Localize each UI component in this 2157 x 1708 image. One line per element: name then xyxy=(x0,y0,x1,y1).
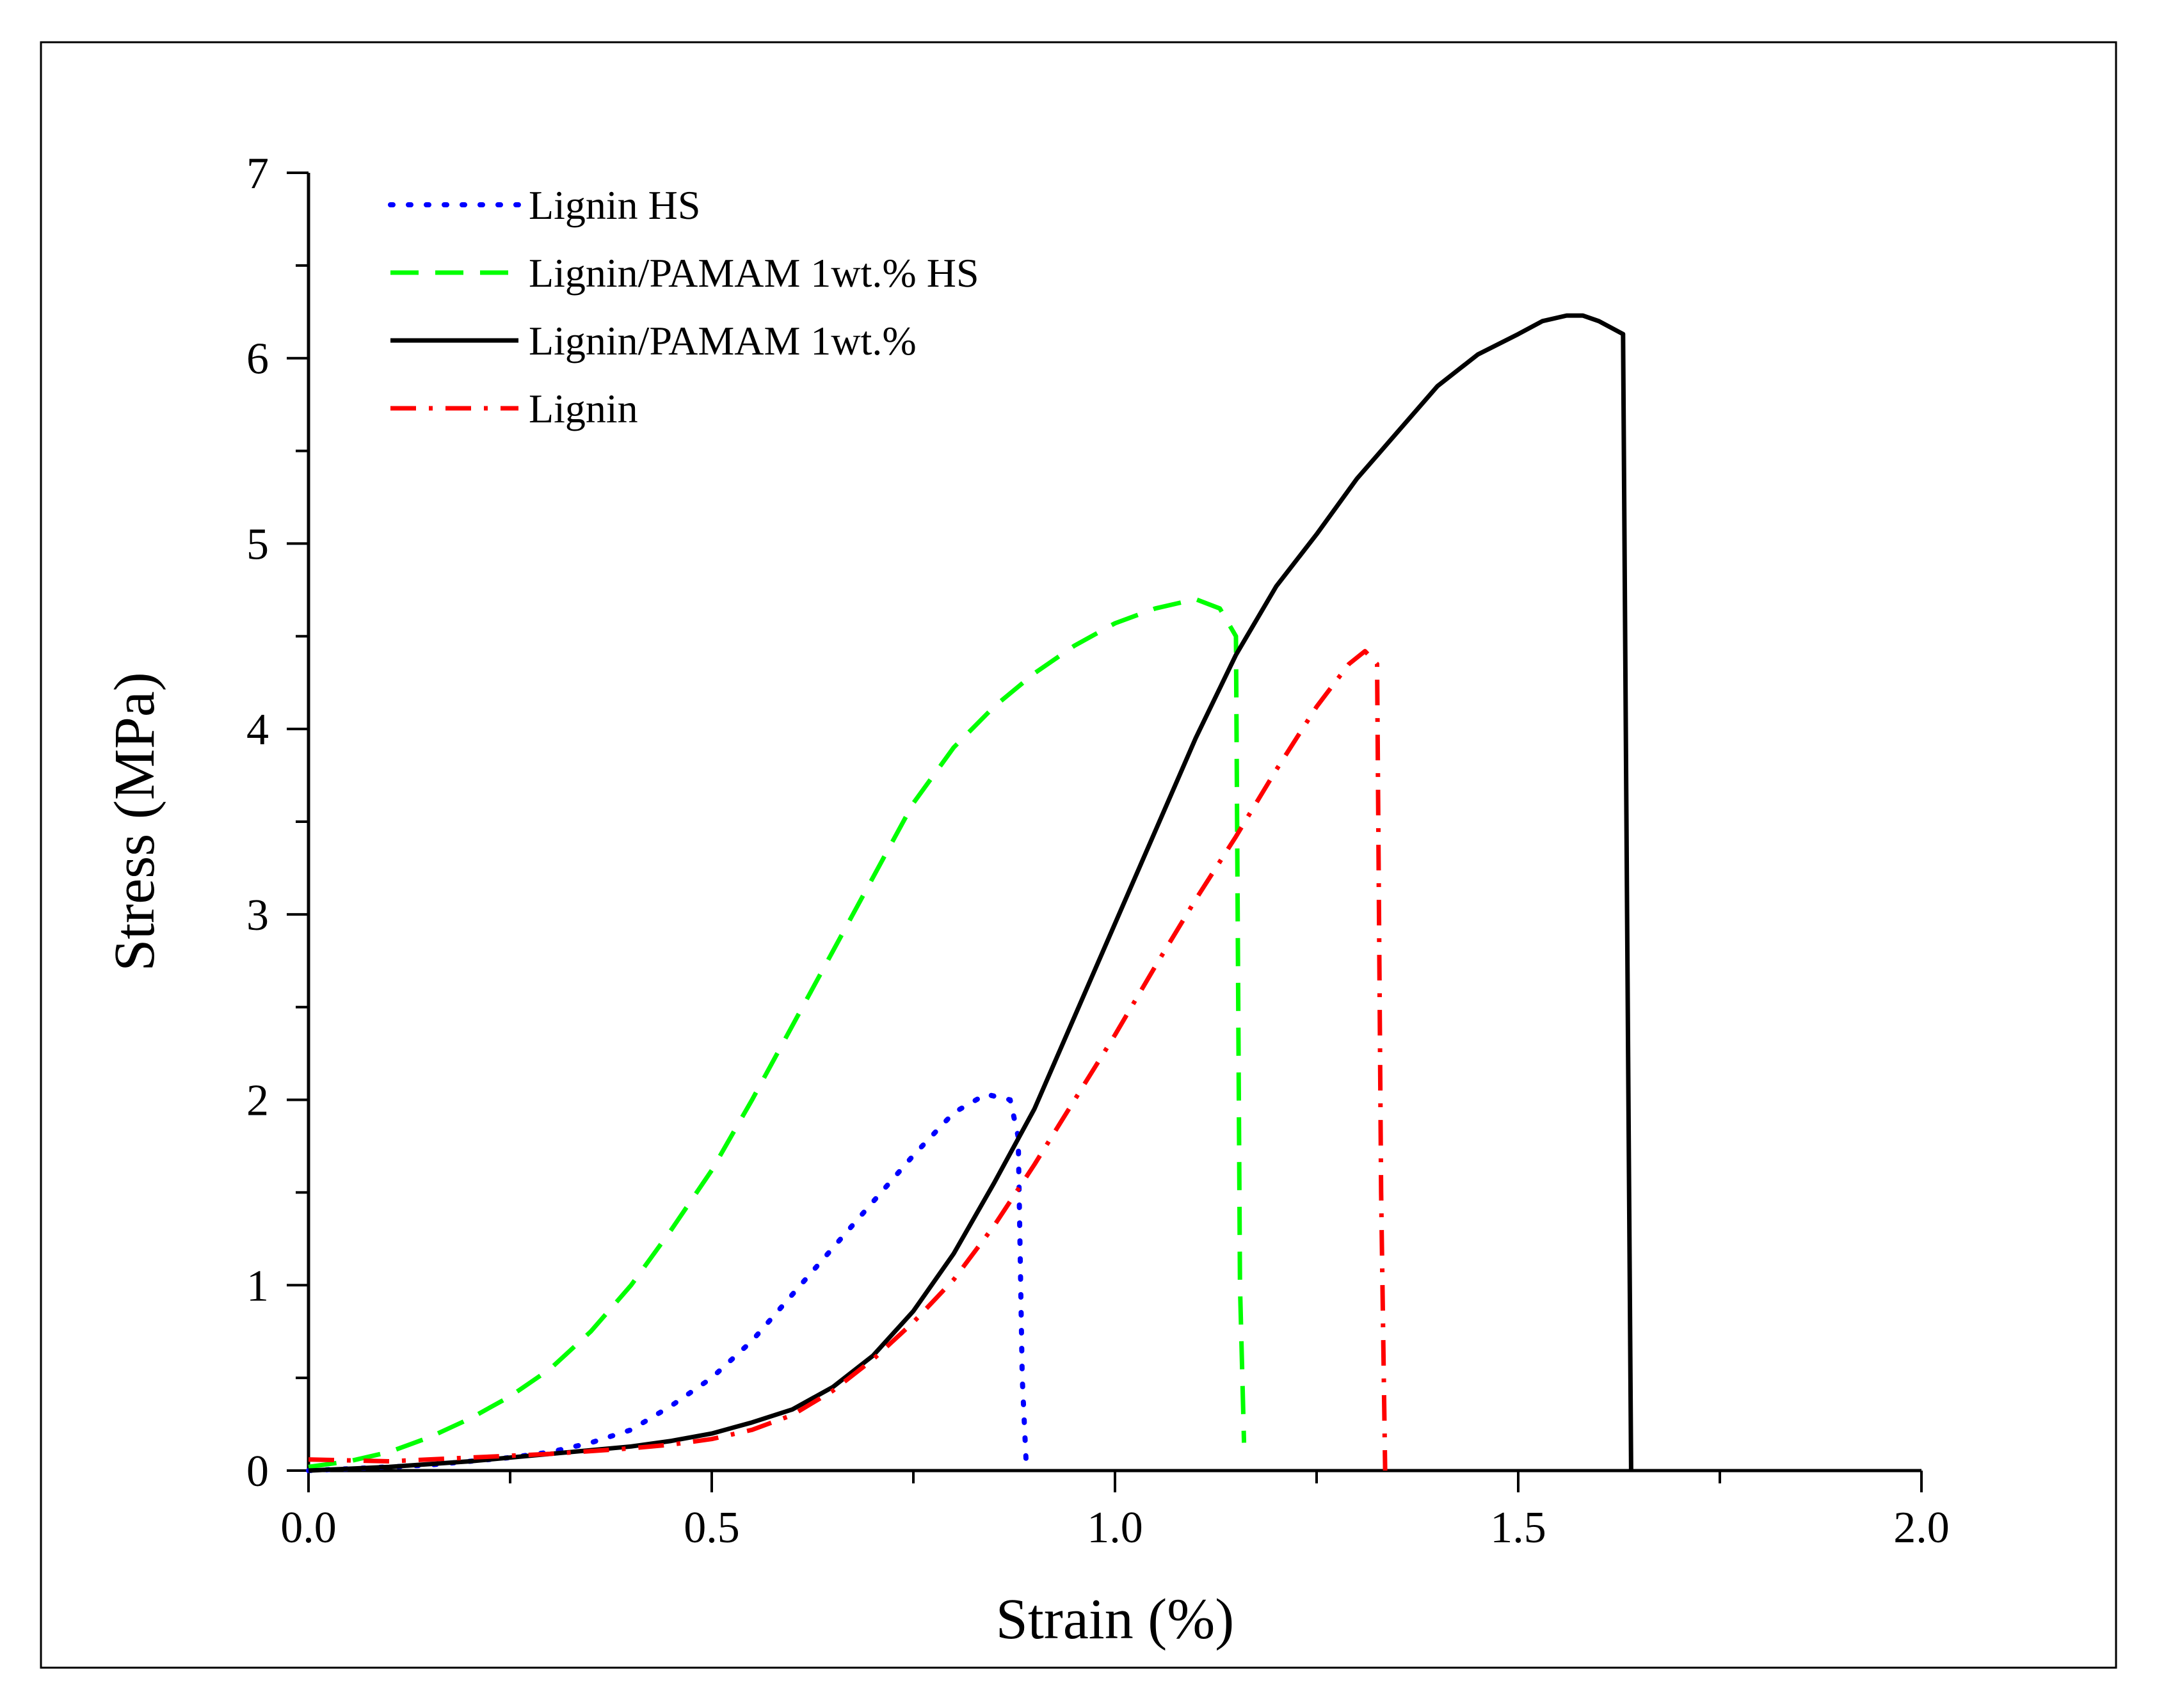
x-axis-ticks: 0.0 0.5 1.0 1.5 2.0 xyxy=(280,1471,1950,1552)
x-tick-label: 0.5 xyxy=(684,1503,740,1552)
y-axis-title: Stress (MPa) xyxy=(103,672,166,971)
series-line-4 xyxy=(308,649,1388,1471)
series-line-3 xyxy=(308,313,1633,1473)
y-tick-label: 6 xyxy=(246,335,269,384)
y-tick-label: 3 xyxy=(246,891,269,940)
legend-label-1: Lignin HS xyxy=(529,182,700,228)
legend-label-2: Lignin/PAMAM 1wt.% HS xyxy=(529,250,979,296)
y-tick-label: 0 xyxy=(246,1447,269,1496)
x-tick-label: 1.5 xyxy=(1490,1503,1546,1552)
y-tick-label: 2 xyxy=(246,1076,269,1126)
series-line-2 xyxy=(308,596,1247,1469)
x-tick-label: 0.0 xyxy=(280,1503,337,1552)
series-line-1 xyxy=(306,1091,1029,1473)
legend: Lignin HS Lignin/PAMAM 1wt.% HS Lignin/PAM… xyxy=(388,182,979,431)
y-tick-label: 1 xyxy=(246,1261,269,1311)
x-tick-label: 2.0 xyxy=(1893,1503,1950,1552)
plot-area xyxy=(306,313,1633,1473)
figure-border xyxy=(40,41,2117,1669)
y-tick-label: 5 xyxy=(246,520,269,569)
legend-label-4: Lignin xyxy=(529,386,638,431)
legend-label-3: Lignin/PAMAM 1wt.% xyxy=(529,318,917,363)
y-axis-ticks: 0 1 2 3 4 5 6 7 xyxy=(246,149,309,1496)
y-tick-label: 7 xyxy=(246,149,269,198)
x-axis-title: Strain (%) xyxy=(996,1588,1234,1651)
x-tick-label: 1.0 xyxy=(1087,1503,1143,1552)
y-tick-label: 4 xyxy=(246,705,269,754)
